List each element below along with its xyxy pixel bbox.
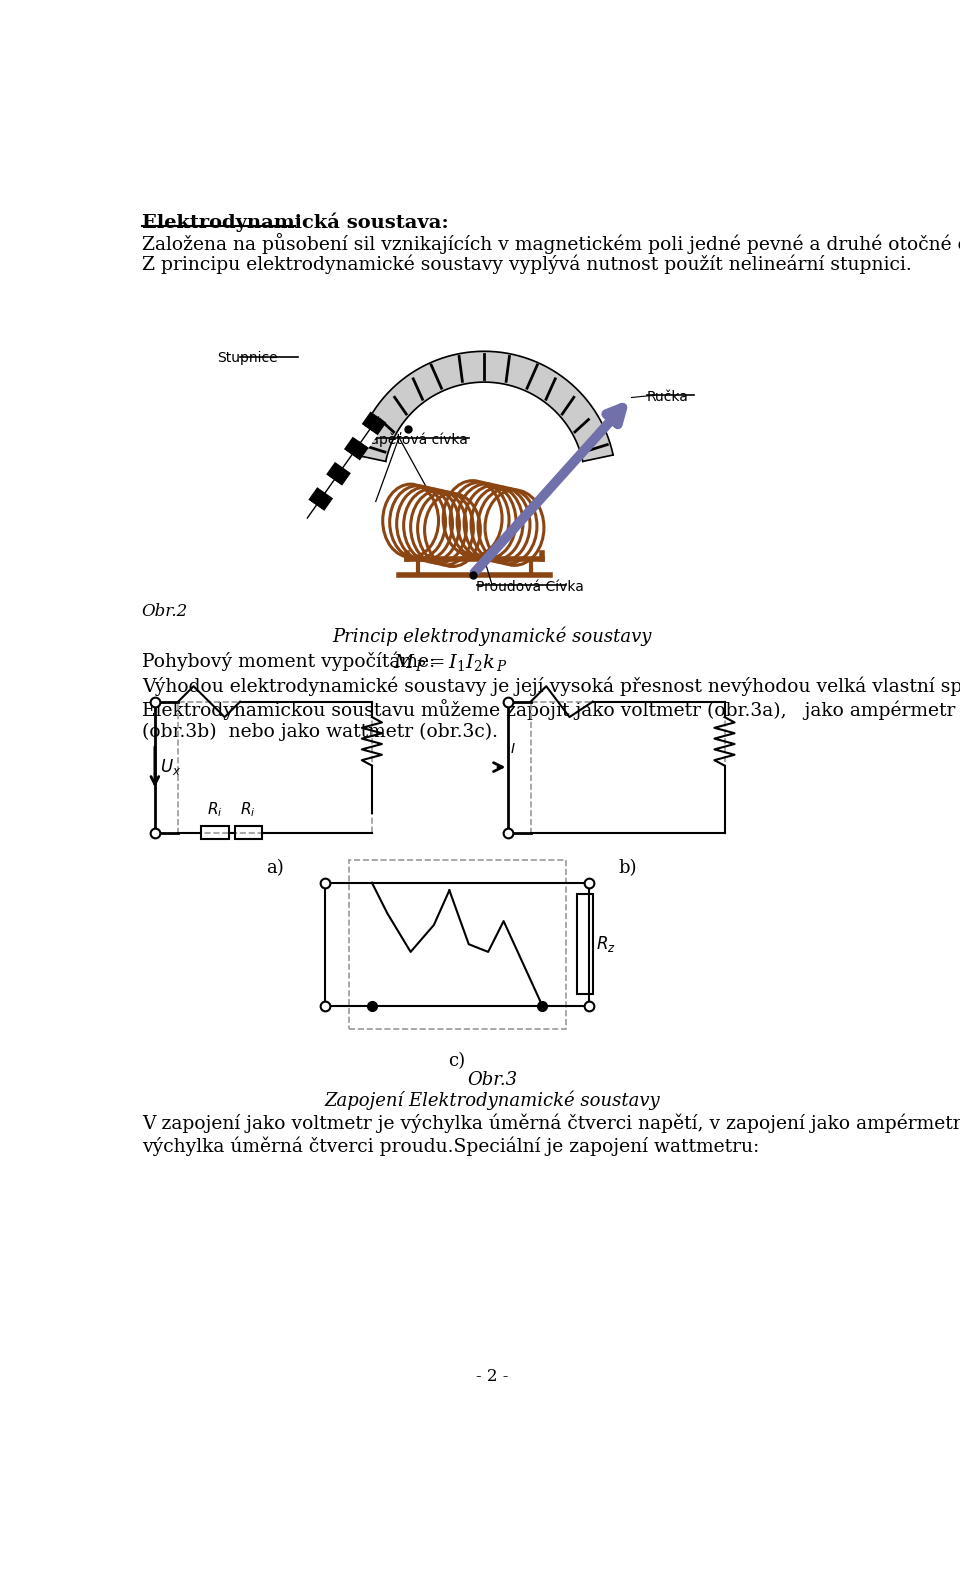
Text: Princip elektrodynamické soustavy: Princip elektrodynamické soustavy — [332, 627, 652, 646]
Text: Ručka: Ručka — [647, 390, 689, 404]
Text: Založena na působení sil vznikajících v magnetickém poli jedné pevné a druhé oto: Založena na působení sil vznikajících v … — [142, 232, 960, 254]
Text: Z principu elektrodynamické soustavy vyplývá nutnost použít nelineární stupnici.: Z principu elektrodynamické soustavy vyp… — [142, 254, 911, 273]
Text: Obr.2: Obr.2 — [142, 604, 188, 619]
Text: (obr.3b)  nebo jako wattmetr (obr.3c).: (obr.3b) nebo jako wattmetr (obr.3c). — [142, 722, 497, 741]
Text: b): b) — [618, 860, 636, 877]
Bar — [348, 860, 565, 1029]
Bar — [179, 702, 372, 833]
Text: $R_z$: $R_z$ — [596, 934, 615, 954]
Text: Elektrodynamickou soustavu můžeme zapojit jako voltmetr (obr.3a),   jako ampérme: Elektrodynamickou soustavu můžeme zapoji… — [142, 700, 955, 720]
Text: c): c) — [448, 1052, 466, 1070]
Bar — [531, 702, 725, 833]
Text: výchylka úměrná čtverci proudu.Speciální je zapojení wattmetru:: výchylka úměrná čtverci proudu.Speciální… — [142, 1136, 759, 1157]
Polygon shape — [355, 351, 613, 461]
Text: a): a) — [266, 860, 284, 877]
Text: Obr.3: Obr.3 — [467, 1071, 517, 1089]
Text: Elektrodynamická soustava:: Elektrodynamická soustava: — [142, 213, 448, 232]
Bar — [577, 894, 592, 994]
Text: $M_{\,P} = I_1 I_2 k_{\,P}$: $M_{\,P} = I_1 I_2 k_{\,P}$ — [393, 651, 508, 673]
Text: $U_x$: $U_x$ — [159, 757, 180, 777]
Text: Proudová Cívka: Proudová Cívka — [476, 580, 585, 594]
Text: Pohybový moment vypočítáme:: Pohybový moment vypočítáme: — [142, 651, 441, 671]
Text: Stupnice: Stupnice — [217, 351, 277, 365]
Text: I: I — [511, 743, 515, 757]
Text: Zapojení Elektrodynamické soustavy: Zapojení Elektrodynamické soustavy — [324, 1090, 660, 1111]
Bar — [202, 826, 228, 839]
Text: $R_i$: $R_i$ — [206, 799, 223, 818]
Text: Napěťová cívka: Napěťová cívka — [360, 433, 468, 447]
Text: Výhodou elektrodynamické soustavy je její vysoká přesnost nevýhodou velká vlastn: Výhodou elektrodynamické soustavy je jej… — [142, 676, 960, 695]
Text: - 2 -: - 2 - — [476, 1368, 508, 1384]
Bar — [234, 826, 262, 839]
Text: $R_i$: $R_i$ — [240, 799, 255, 818]
Text: V zapojení jako voltmetr je výchylka úměrná čtverci napětí, v zapojení jako ampé: V zapojení jako voltmetr je výchylka úmě… — [142, 1114, 960, 1133]
